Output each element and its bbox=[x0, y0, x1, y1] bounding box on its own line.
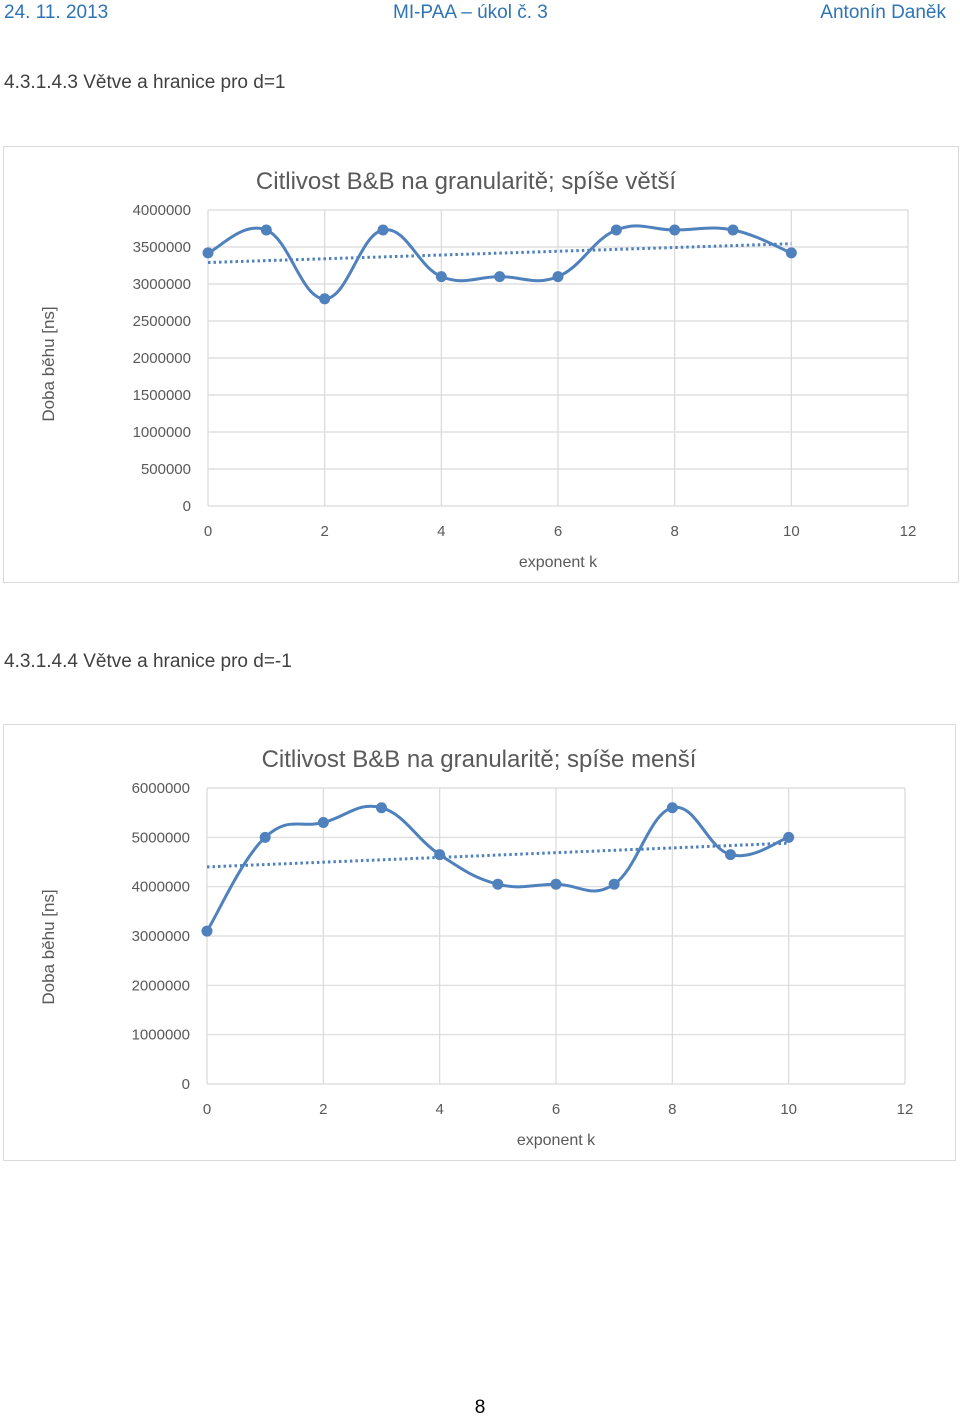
header-course: MI-PAA – úkol č. 3 bbox=[393, 2, 548, 23]
x-axis-label: exponent k bbox=[517, 1132, 596, 1149]
data-point bbox=[259, 831, 271, 843]
x-tick-label: 8 bbox=[668, 1101, 676, 1118]
y-tick-label: 3000000 bbox=[133, 276, 191, 293]
header-date: 24. 11. 2013 bbox=[4, 2, 109, 23]
y-tick-label: 1500000 bbox=[133, 387, 191, 404]
header-author: Antonín Daněk bbox=[820, 2, 946, 23]
x-tick-label: 10 bbox=[783, 523, 800, 540]
y-tick-label: 1000000 bbox=[132, 1027, 190, 1044]
section-title-d1: 4.3.1.4.3 Větve a hranice pro d=1 bbox=[4, 72, 286, 93]
data-point bbox=[319, 293, 331, 305]
y-tick-label: 2000000 bbox=[132, 977, 190, 994]
y-tick-label: 4000000 bbox=[133, 202, 191, 219]
y-tick-label: 500000 bbox=[141, 461, 191, 478]
chart-container-dminus1: 0 1000000 2000000 3000000 4000000 5000000 6000… bbox=[3, 724, 956, 1161]
data-point bbox=[552, 271, 564, 283]
x-tick-label: 10 bbox=[780, 1101, 797, 1118]
y-tick-label: 2500000 bbox=[133, 313, 191, 330]
data-point bbox=[783, 831, 795, 843]
y-tick-label: 0 bbox=[182, 1076, 190, 1093]
page-header: 24. 11. 2013 MI-PAA – úkol č. 3 Antonín … bbox=[0, 0, 960, 28]
series-line bbox=[205, 804, 790, 932]
data-point bbox=[608, 878, 620, 890]
chart-dminus1: 0 1000000 2000000 3000000 4000000 5000000 6000… bbox=[39, 746, 914, 1149]
data-point bbox=[435, 271, 447, 283]
data-point bbox=[201, 925, 213, 937]
data-point bbox=[377, 224, 389, 236]
y-axis-label: Doba běhu [ns] bbox=[39, 306, 58, 421]
page-number: 8 bbox=[474, 1397, 486, 1418]
x-tick-label: 12 bbox=[897, 1101, 914, 1118]
y-tick-label: 2000000 bbox=[133, 350, 191, 367]
x-tick-label: 8 bbox=[670, 523, 678, 540]
data-point bbox=[317, 817, 329, 829]
trendline bbox=[207, 242, 792, 265]
y-tick-label: 3000000 bbox=[132, 928, 190, 945]
x-tick-label: 2 bbox=[320, 523, 328, 540]
y-tick-label: 1000000 bbox=[133, 424, 191, 441]
data-point bbox=[669, 224, 681, 236]
y-tick-label: 3500000 bbox=[133, 239, 191, 256]
trendline bbox=[206, 841, 789, 869]
x-tick-label: 6 bbox=[552, 1101, 560, 1118]
y-tick-label: 6000000 bbox=[132, 780, 190, 797]
data-point bbox=[785, 247, 797, 259]
data-point bbox=[434, 849, 446, 861]
x-tick-label: 2 bbox=[319, 1101, 327, 1118]
data-point bbox=[610, 224, 622, 236]
data-point bbox=[492, 878, 504, 890]
y-tick-label: 4000000 bbox=[132, 879, 190, 896]
y-axis-label: Doba běhu [ns] bbox=[39, 889, 58, 1004]
x-tick-label: 0 bbox=[204, 523, 212, 540]
data-point bbox=[727, 224, 739, 236]
data-point bbox=[550, 878, 562, 890]
x-axis-label: exponent k bbox=[519, 554, 598, 571]
x-tick-label: 6 bbox=[554, 523, 562, 540]
chart-container-d1: 0 500000 1000000 1500000 2000000 2500000 30000… bbox=[3, 146, 959, 583]
data-point bbox=[202, 247, 214, 259]
x-tick-label: 4 bbox=[435, 1101, 443, 1118]
x-tick-label: 12 bbox=[900, 523, 917, 540]
y-tick-label: 0 bbox=[183, 498, 191, 515]
y-tick-label: 5000000 bbox=[132, 829, 190, 846]
data-point bbox=[725, 849, 736, 861]
data-point bbox=[376, 802, 387, 814]
data-point bbox=[494, 271, 506, 283]
section-title-dminus1: 4.3.1.4.4 Větve a hranice pro d=-1 bbox=[4, 651, 292, 672]
chart-d1: 0 500000 1000000 1500000 2000000 2500000 30000… bbox=[39, 168, 917, 571]
x-tick-label: 0 bbox=[203, 1101, 211, 1118]
data-point bbox=[260, 224, 272, 236]
chart-title: Citlivost B&B na granularitě; spíše větš… bbox=[256, 168, 677, 195]
series-line bbox=[207, 224, 792, 301]
data-point bbox=[666, 802, 678, 814]
x-tick-label: 4 bbox=[437, 523, 445, 540]
chart-title: Citlivost B&B na granularitě; spíše menš… bbox=[262, 746, 697, 773]
